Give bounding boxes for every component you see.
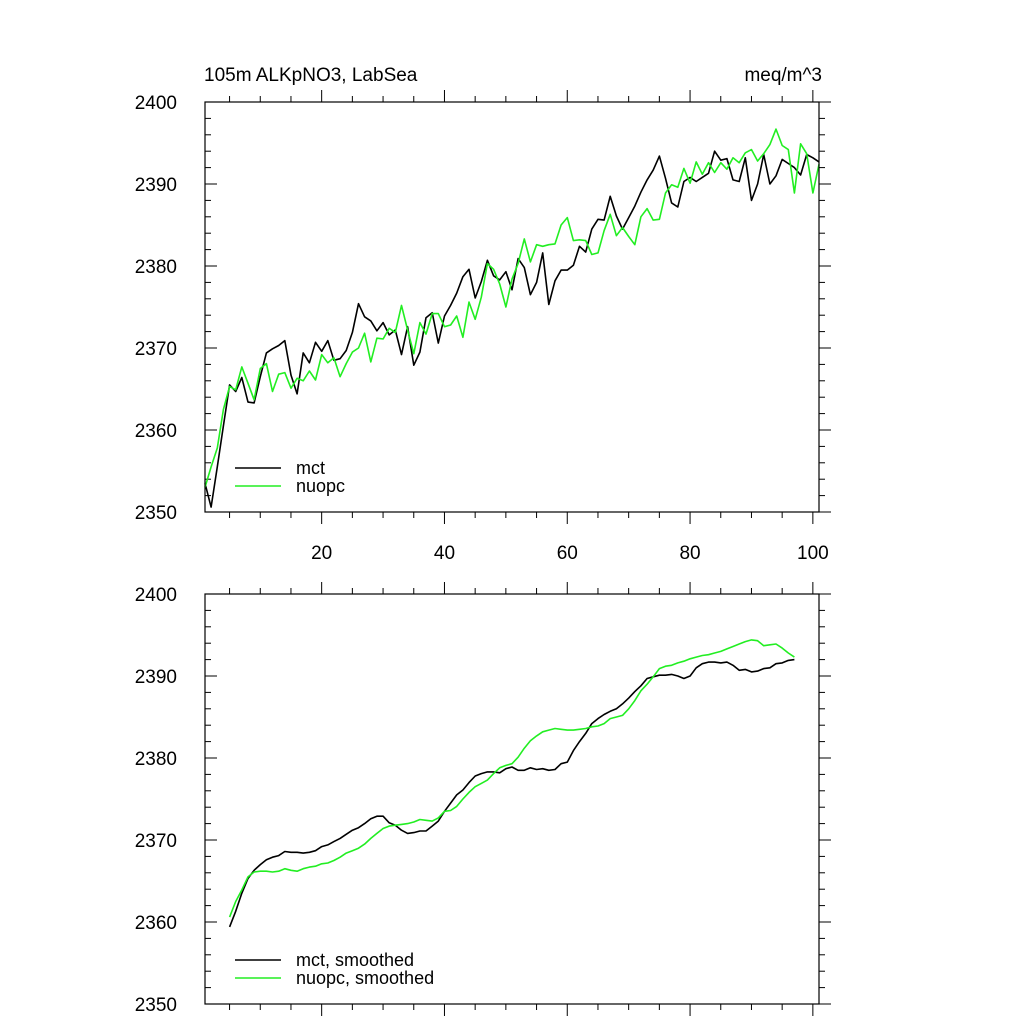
x-tick-label: 60 <box>557 543 578 564</box>
series-line-1 <box>204 128 820 488</box>
legend-label-1: nuopc <box>296 476 345 496</box>
y-tick-label: 2350 <box>135 995 177 1016</box>
y-tick-label: 2380 <box>135 257 177 278</box>
y-tick-label: 2380 <box>135 749 177 770</box>
chart-panel-bottom: 2350 2360 2370 2380 2390 2400 mct, smoothednu… <box>135 582 831 1016</box>
plot-frame <box>204 101 820 513</box>
chart-panel-top: 105m ALKpNO3, LabSea meq/m^3 2350 2360 237… <box>135 65 831 564</box>
legend-label-0: mct, smoothed <box>296 950 414 970</box>
y-tick-label: 2390 <box>135 175 177 196</box>
legend-label-1: nuopc, smoothed <box>296 968 434 988</box>
series-line-0 <box>228 658 795 928</box>
y-tick-label: 2360 <box>135 421 177 442</box>
y-tick-label: 2400 <box>135 93 177 114</box>
legend-label-0: mct <box>296 458 325 478</box>
chart-title: 105m ALKpNO3, LabSea <box>204 65 418 86</box>
series-lines <box>228 639 795 928</box>
y-tick-labels: 2350 2360 2370 2380 2390 2400 <box>135 585 177 1016</box>
y-tick-label: 2370 <box>135 831 177 852</box>
x-tick-labels: 20 40 60 80 100 <box>311 543 829 564</box>
y-tick-label: 2350 <box>135 503 177 524</box>
plot-frame <box>204 593 820 1005</box>
x-tick-label: 20 <box>311 543 332 564</box>
x-tick-label: 40 <box>434 543 455 564</box>
series-line-0 <box>204 150 820 508</box>
y-tick-label: 2360 <box>135 913 177 934</box>
x-tick-label: 100 <box>797 543 829 564</box>
series-line-1 <box>228 639 795 918</box>
chart-units: meq/m^3 <box>744 65 822 86</box>
y-tick-label: 2390 <box>135 667 177 688</box>
y-tick-labels: 2350 2360 2370 2380 2390 2400 <box>135 93 177 524</box>
x-tick-label: 80 <box>679 543 700 564</box>
series-lines <box>204 128 820 508</box>
y-tick-label: 2400 <box>135 585 177 606</box>
y-tick-label: 2370 <box>135 339 177 360</box>
